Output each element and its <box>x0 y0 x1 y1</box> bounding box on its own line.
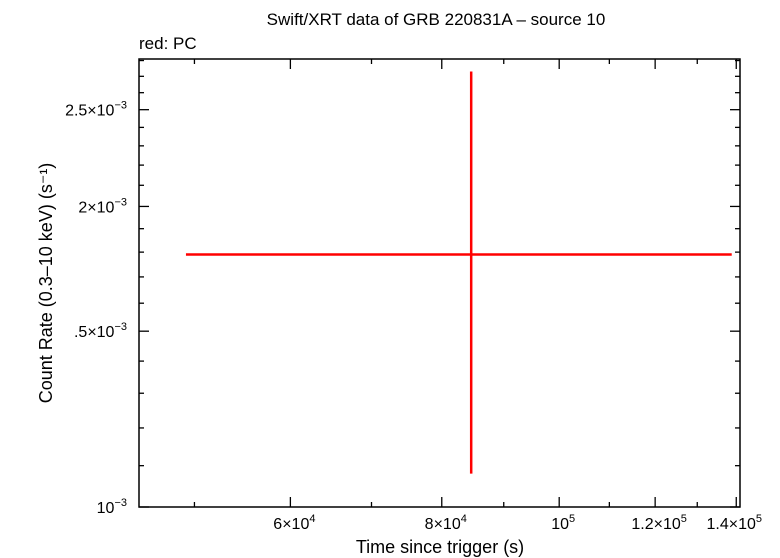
plot-frame <box>138 58 741 508</box>
x-axis-label: Time since trigger (s) <box>356 537 524 557</box>
x-tick-label: 6×104 <box>273 513 315 533</box>
x-axis-ticks: 6×104 8×104 105 1.2×105 1.4×105 <box>193 59 762 533</box>
y-axis-label: Count Rate (0.3–10 keV) (s⁻¹) <box>36 163 56 404</box>
chart-subtitle: red: PC <box>139 34 197 53</box>
x-tick-label: 1.2×105 <box>631 513 687 533</box>
y-tick-label: 2.5×10−3 <box>65 100 127 120</box>
x-tick-label: 1.4×105 <box>706 513 762 533</box>
y-axis-ticks: 10−3 .5×10−3 2×10−3 2.5×10−3 <box>65 59 740 517</box>
data-marks <box>185 71 732 474</box>
chart-title: Swift/XRT data of GRB 220831A – source 1… <box>267 10 606 29</box>
y-tick-label: 10−3 <box>97 497 127 517</box>
x-tick-label: 105 <box>551 513 575 533</box>
y-tick-label: .5×10−3 <box>74 321 127 341</box>
y-tick-label: 2×10−3 <box>78 196 127 216</box>
x-tick-label: 8×104 <box>425 513 467 533</box>
